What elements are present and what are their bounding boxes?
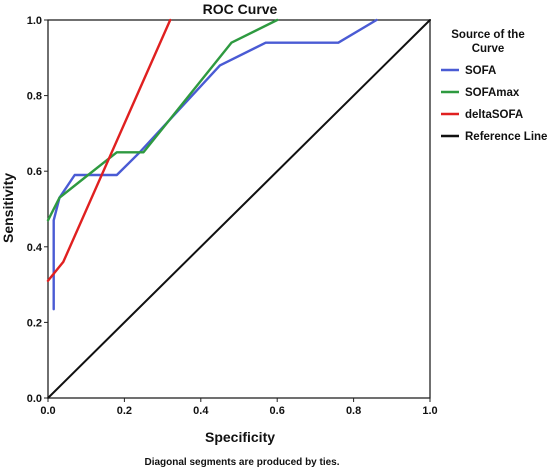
chart-title: ROC Curve <box>203 1 278 17</box>
legend: Source of the Curve SOFA SOFAmax deltaSOFA… <box>441 29 547 143</box>
x-tick-label: 1.0 <box>422 405 437 417</box>
y-tick-label: 0.2 <box>27 317 42 329</box>
series-line-deltasofa <box>46 18 172 282</box>
y-tick-label: 0.6 <box>27 166 42 178</box>
series-line-sofa <box>52 18 378 311</box>
series-group <box>46 18 431 399</box>
legend-label-sofamax: SOFAmax <box>465 87 520 99</box>
x-tick-label: 0.0 <box>40 405 55 417</box>
x-tick-label: 0.8 <box>346 405 361 417</box>
y-tick-label: 1.0 <box>27 15 42 27</box>
axis-ticks: 0.0 0.2 0.4 0.6 0.8 1.0 0.0 0.2 0.4 0.6 0.8 1.0 <box>27 15 438 417</box>
y-tick-label: 0.0 <box>27 393 42 405</box>
y-tick-label: 0.8 <box>27 91 42 103</box>
y-axis-title: Sensitivity <box>0 173 16 243</box>
series-line-sofamax <box>46 18 279 222</box>
series-line-reference-line <box>47 19 431 399</box>
legend-label-sofa: SOFA <box>465 65 496 77</box>
x-tick-label: 0.6 <box>270 405 285 417</box>
legend-title-line-1: Source of the <box>451 29 524 41</box>
legend-title-line-2: Curve <box>472 43 505 55</box>
legend-label-deltasofa: deltaSOFA <box>465 109 523 121</box>
x-tick-label: 0.2 <box>117 405 132 417</box>
legend-label-reference-line: Reference Line <box>465 131 547 143</box>
footnote: Diagonal segments are produced by ties. <box>144 457 339 468</box>
y-tick-label: 0.4 <box>27 242 43 254</box>
x-tick-label: 0.4 <box>193 405 209 417</box>
x-axis-title: Specificity <box>205 429 275 445</box>
